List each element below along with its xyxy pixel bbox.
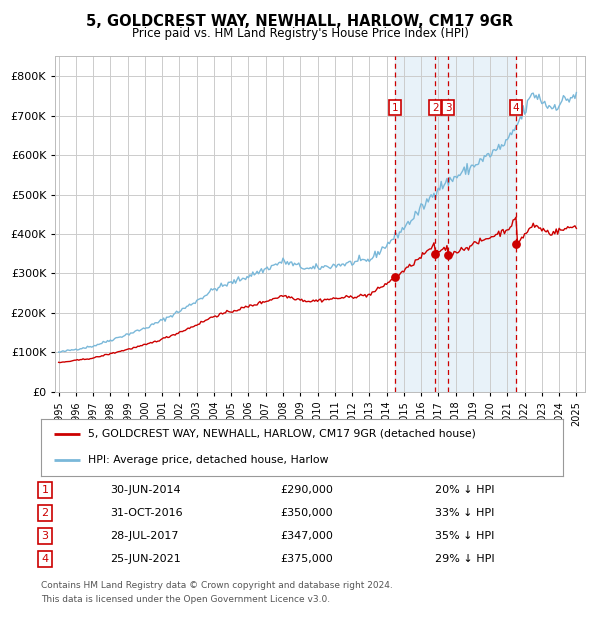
Text: 20% ↓ HPI: 20% ↓ HPI xyxy=(435,485,494,495)
Text: £375,000: £375,000 xyxy=(280,554,333,564)
Text: 3: 3 xyxy=(445,103,451,113)
Text: 2: 2 xyxy=(432,103,439,113)
Point xyxy=(511,239,521,249)
Text: 28-JUL-2017: 28-JUL-2017 xyxy=(110,531,179,541)
Text: 1: 1 xyxy=(41,485,49,495)
Text: 30-JUN-2014: 30-JUN-2014 xyxy=(110,485,181,495)
Point xyxy=(443,250,453,260)
Text: 25-JUN-2021: 25-JUN-2021 xyxy=(110,554,181,564)
Point xyxy=(391,272,400,282)
Text: 35% ↓ HPI: 35% ↓ HPI xyxy=(435,531,494,541)
Text: 4: 4 xyxy=(512,103,519,113)
Text: 4: 4 xyxy=(41,554,49,564)
Text: 5, GOLDCREST WAY, NEWHALL, HARLOW, CM17 9GR: 5, GOLDCREST WAY, NEWHALL, HARLOW, CM17 … xyxy=(86,14,514,29)
Text: This data is licensed under the Open Government Licence v3.0.: This data is licensed under the Open Gov… xyxy=(41,595,330,604)
Text: £290,000: £290,000 xyxy=(280,485,333,495)
Text: 2: 2 xyxy=(41,508,49,518)
Point xyxy=(431,249,440,259)
Text: 5, GOLDCREST WAY, NEWHALL, HARLOW, CM17 9GR (detached house): 5, GOLDCREST WAY, NEWHALL, HARLOW, CM17 … xyxy=(88,429,476,439)
Text: Contains HM Land Registry data © Crown copyright and database right 2024.: Contains HM Land Registry data © Crown c… xyxy=(41,580,392,590)
Text: 1: 1 xyxy=(392,103,398,113)
Text: 33% ↓ HPI: 33% ↓ HPI xyxy=(435,508,494,518)
Text: £347,000: £347,000 xyxy=(280,531,333,541)
Text: Price paid vs. HM Land Registry's House Price Index (HPI): Price paid vs. HM Land Registry's House … xyxy=(131,27,469,40)
Text: 3: 3 xyxy=(41,531,49,541)
Text: 29% ↓ HPI: 29% ↓ HPI xyxy=(435,554,494,564)
Text: 31-OCT-2016: 31-OCT-2016 xyxy=(110,508,182,518)
Text: HPI: Average price, detached house, Harlow: HPI: Average price, detached house, Harl… xyxy=(88,455,328,465)
Text: £350,000: £350,000 xyxy=(280,508,332,518)
Bar xyxy=(395,56,516,392)
